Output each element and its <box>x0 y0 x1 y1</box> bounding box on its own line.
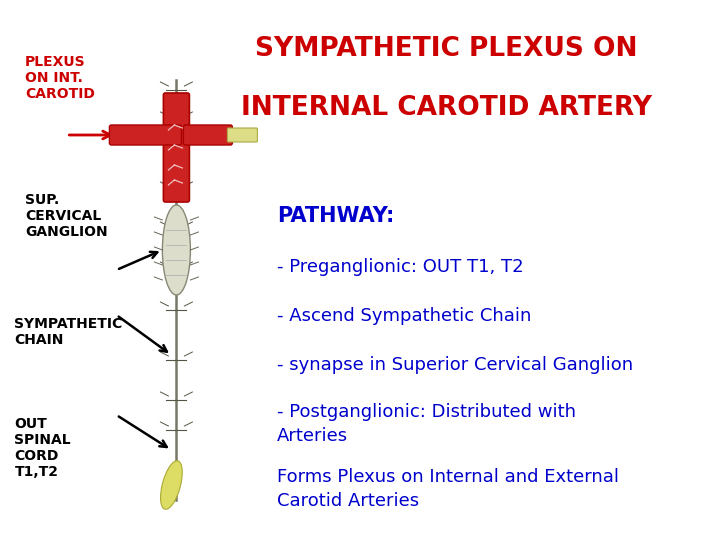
Text: - Preganglionic: OUT T1, T2: - Preganglionic: OUT T1, T2 <box>277 258 524 276</box>
Ellipse shape <box>161 461 182 509</box>
Text: - synapse in Superior Cervical Ganglion: - synapse in Superior Cervical Ganglion <box>277 355 634 374</box>
FancyBboxPatch shape <box>228 128 258 142</box>
Text: OUT
SPINAL
CORD
T1,T2: OUT SPINAL CORD T1,T2 <box>14 417 71 480</box>
Text: - Postganglionic: Distributed with
Arteries: - Postganglionic: Distributed with Arter… <box>277 403 576 445</box>
FancyBboxPatch shape <box>184 125 233 145</box>
Text: SYMPATHETIC
CHAIN: SYMPATHETIC CHAIN <box>14 317 122 347</box>
Text: PATHWAY:: PATHWAY: <box>277 206 395 226</box>
FancyBboxPatch shape <box>163 93 189 202</box>
Text: SYMPATHETIC PLEXUS ON: SYMPATHETIC PLEXUS ON <box>255 36 638 62</box>
Text: Forms Plexus on Internal and External
Carotid Arteries: Forms Plexus on Internal and External Ca… <box>277 468 619 510</box>
Ellipse shape <box>163 205 190 295</box>
Text: INTERNAL CAROTID ARTERY: INTERNAL CAROTID ARTERY <box>241 95 652 121</box>
Text: PLEXUS
ON INT.
CAROTID: PLEXUS ON INT. CAROTID <box>25 55 95 102</box>
Text: - Ascend Sympathetic Chain: - Ascend Sympathetic Chain <box>277 307 531 325</box>
Text: SUP.
CERVICAL
GANGLION: SUP. CERVICAL GANGLION <box>25 193 108 239</box>
FancyBboxPatch shape <box>109 125 181 145</box>
